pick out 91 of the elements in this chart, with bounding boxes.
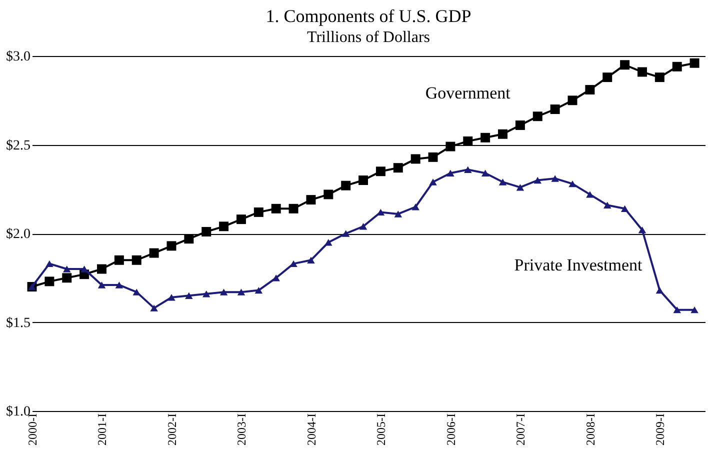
point (132, 255, 142, 265)
point (481, 170, 490, 177)
point (672, 62, 682, 72)
point (498, 129, 508, 139)
x-tick-label: 2001-I (95, 414, 110, 446)
point (219, 222, 229, 232)
x-tick-label: 2005-I (374, 414, 388, 446)
point (550, 104, 560, 114)
point (202, 290, 210, 298)
point (673, 306, 681, 314)
y-tick-label: $1.5 (6, 316, 30, 331)
x-tick-label: 2007-I (514, 414, 528, 446)
point (324, 190, 334, 200)
point (307, 256, 315, 264)
x-tick-label: 2003-I (234, 414, 249, 446)
point (410, 154, 420, 164)
point (534, 176, 542, 184)
point (324, 239, 332, 246)
y-tick-label: $3.0 (6, 50, 30, 64)
point (585, 84, 595, 94)
point (690, 58, 700, 68)
point (446, 142, 456, 152)
x-tick-label: 2002-I (164, 414, 179, 446)
point (237, 288, 246, 296)
point (358, 176, 368, 185)
point (463, 136, 473, 146)
point (654, 72, 664, 82)
point (168, 294, 176, 301)
point (150, 304, 158, 312)
point (359, 223, 368, 230)
point (603, 202, 612, 208)
point (620, 60, 630, 70)
point (586, 191, 594, 198)
point (376, 166, 386, 176)
series-label: Government (425, 83, 511, 102)
point (516, 184, 524, 191)
point (149, 248, 159, 258)
point (341, 180, 351, 190)
y-tick-label: $2.5 (6, 138, 30, 154)
point (656, 286, 664, 294)
point (62, 266, 71, 272)
point (498, 178, 507, 186)
point (568, 96, 578, 106)
point (515, 120, 525, 130)
point (637, 67, 647, 77)
point (254, 207, 264, 217)
point (202, 226, 212, 236)
point (44, 276, 54, 286)
point (480, 132, 490, 142)
point (551, 175, 559, 182)
point (132, 288, 140, 296)
point (638, 226, 646, 234)
point (532, 112, 542, 122)
point (290, 260, 298, 268)
point (602, 72, 612, 82)
point (97, 264, 106, 274)
point (412, 204, 420, 210)
chart-subtitle: Trillions of Dollars (307, 29, 430, 46)
y-tick-label: $2.0 (6, 227, 30, 242)
point (220, 288, 228, 296)
point (620, 205, 629, 212)
point (394, 210, 402, 218)
point (393, 163, 403, 173)
point (236, 214, 246, 224)
point (185, 292, 193, 299)
series-label: Private Investment (514, 255, 642, 274)
point (46, 260, 54, 268)
point (272, 274, 280, 282)
point (271, 204, 281, 214)
point (184, 234, 194, 244)
point (429, 178, 437, 186)
point (254, 286, 263, 294)
point (690, 306, 698, 314)
point (115, 282, 124, 288)
y-tick-label: $1.0 (6, 404, 30, 420)
x-tick-label: 2009-I (653, 414, 668, 446)
point (114, 255, 124, 265)
x-tick-label: 2004-I (304, 414, 318, 446)
point (288, 204, 298, 214)
point (306, 195, 316, 205)
point (464, 166, 472, 173)
point (568, 180, 576, 188)
point (342, 230, 350, 237)
point (446, 170, 454, 177)
point (428, 152, 438, 162)
point (98, 282, 106, 288)
chart-title: 1. Components of U.S. GDP (266, 6, 472, 26)
point (166, 241, 176, 251)
x-tick-label: 2006-I (444, 414, 458, 446)
point (62, 273, 72, 283)
x-tick-label: 2008-I (583, 414, 598, 446)
